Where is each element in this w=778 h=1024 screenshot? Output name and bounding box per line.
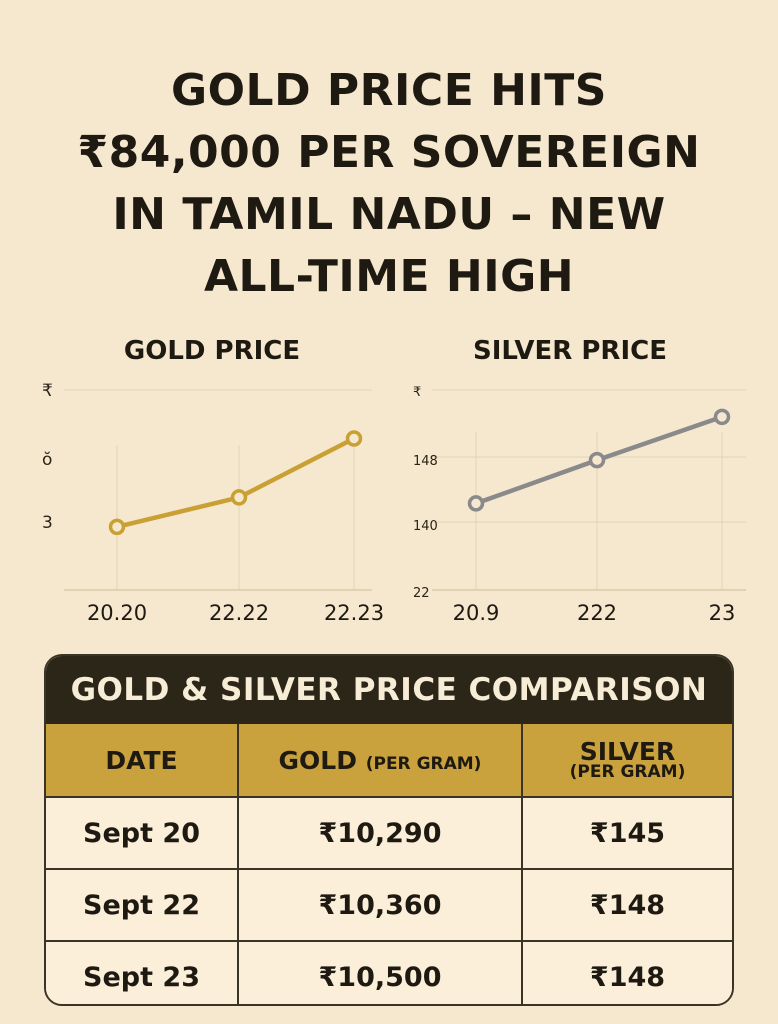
silver-chart-title: SILVER PRICE bbox=[473, 336, 667, 366]
header-gold-unit: (PER GRAM) bbox=[365, 753, 482, 774]
gold-x-tick-label: 22.23 bbox=[324, 601, 384, 625]
cell-gold: ₹10,360 bbox=[237, 868, 523, 942]
headline-line-4: ALL-TIME HIGH bbox=[203, 251, 575, 302]
cell-date: Sept 23 bbox=[46, 940, 239, 1004]
gold-data-point bbox=[345, 430, 363, 447]
price-charts: ₹ ŏ 3 20.20 22.22 22.23 ₹148 140 22 20.9 222 23 bbox=[42, 381, 746, 625]
silver-y-tick-label: 22 bbox=[413, 586, 430, 601]
gold-x-tick-label: 20.20 bbox=[87, 601, 147, 625]
gold-data-point bbox=[108, 518, 126, 536]
headline: GOLD PRICE HITS ₹84,000 PER SOVEREIGN IN… bbox=[0, 60, 778, 308]
header-silver: SILVER (PER GRAM) bbox=[521, 724, 732, 798]
silver-y-tick-label: ₹ bbox=[413, 385, 421, 400]
header-silver-unit: (PER GRAM) bbox=[569, 762, 686, 782]
comparison-grid: DATE GOLD (PER GRAM) SILVER (PER GRAM) S… bbox=[46, 724, 732, 1004]
table-row: Sept 22 ₹10,360 ₹148 bbox=[46, 868, 732, 942]
silver-data-point bbox=[467, 495, 485, 512]
headline-line-2: ₹84,000 PER SOVEREIGN bbox=[77, 127, 701, 178]
gold-x-tick-label: 22.22 bbox=[209, 601, 269, 625]
cell-date: Sept 22 bbox=[46, 868, 239, 942]
gold-chart-title: GOLD PRICE bbox=[123, 336, 301, 366]
cell-gold: ₹10,290 bbox=[237, 796, 523, 870]
silver-y-tick-label: 140 bbox=[413, 519, 438, 534]
table-row: Sept 23 ₹10,500 ₹148 bbox=[46, 940, 732, 1004]
gold-series-line bbox=[114, 436, 357, 530]
silver-x-tick-label: 222 bbox=[577, 601, 617, 625]
cell-silver: ₹148 bbox=[521, 868, 732, 942]
table-header-row: DATE GOLD (PER GRAM) SILVER (PER GRAM) bbox=[46, 724, 732, 798]
silver-x-tick-label: 23 bbox=[709, 601, 736, 625]
silver-x-tick-label: 20.9 bbox=[453, 601, 500, 625]
header-silver-label: SILVER bbox=[579, 737, 676, 766]
header-date-label: DATE bbox=[105, 745, 178, 775]
headline-line-3: IN TAMIL NADU – NEW bbox=[112, 189, 666, 240]
price-comparison-table: GOLD & SILVER PRICE COMPARISON DATE GOLD… bbox=[44, 654, 734, 1006]
cell-silver: ₹145 bbox=[521, 796, 732, 870]
table-row: Sept 20 ₹10,290 ₹145 bbox=[46, 796, 732, 870]
header-gold-label: GOLD bbox=[278, 745, 357, 775]
gold-y-tick-label: ₹ bbox=[42, 381, 53, 401]
silver-y-tick-label: 148 bbox=[413, 454, 438, 469]
silver-data-point bbox=[588, 451, 606, 469]
gold-y-tick-label: ŏ bbox=[42, 450, 52, 470]
silver-data-point bbox=[713, 408, 731, 426]
cell-gold: ₹10,500 bbox=[237, 940, 523, 1004]
table-title: GOLD & SILVER PRICE COMPARISON bbox=[46, 656, 732, 724]
header-gold: GOLD (PER GRAM) bbox=[237, 724, 523, 798]
gold-data-point bbox=[230, 489, 248, 506]
cell-date: Sept 20 bbox=[46, 796, 239, 870]
gold-y-tick-label: 3 bbox=[42, 513, 53, 533]
header-date: DATE bbox=[46, 724, 239, 798]
cell-silver: ₹148 bbox=[521, 940, 732, 1004]
headline-line-1: GOLD PRICE HITS bbox=[171, 65, 607, 116]
